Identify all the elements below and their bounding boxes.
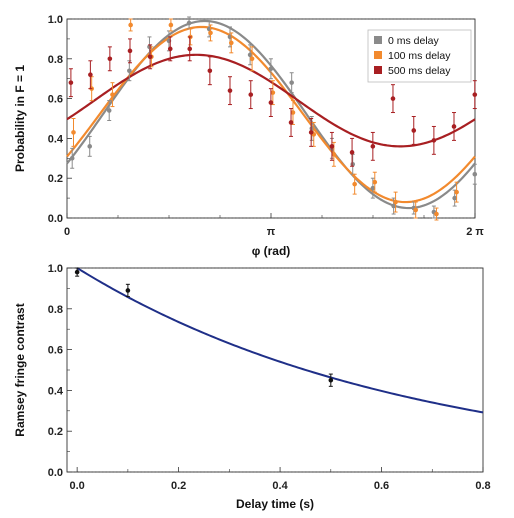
- legend-box: [367, 29, 472, 83]
- data-point-series-2: [147, 54, 153, 60]
- y-tick-label: 0.6: [48, 345, 63, 357]
- data-point-series-0: [289, 80, 294, 85]
- data-point-series-2: [370, 144, 376, 149]
- y-axis-label: Probability in F = 1: [13, 65, 27, 172]
- data-point-series-1: [393, 199, 398, 205]
- data-point-series-1: [372, 179, 378, 185]
- bottom-chart: 0.0 0.2 0.4 0.6 0.8 1.0 0.0 0.2 0.4 0.6 0.8 Delay t…: [13, 263, 491, 511]
- data-point-series-0: [127, 68, 132, 74]
- x-tick-label: 0.0: [69, 480, 84, 492]
- fit-curve: [76, 267, 484, 414]
- y-tick-label: 0.0: [48, 467, 63, 479]
- data-point: [74, 269, 80, 275]
- data-point-series-2: [248, 92, 254, 97]
- data-point-series-2: [227, 88, 233, 93]
- legend-swatch: [374, 36, 382, 44]
- data-point: [328, 377, 334, 383]
- data-point-series-1: [270, 90, 276, 95]
- x-tick-label: 2 π: [466, 226, 484, 238]
- data-point-series-1: [168, 22, 174, 28]
- data-point-series-0: [268, 66, 274, 72]
- data-point-series-1: [249, 56, 255, 62]
- x-tick-label: 0: [64, 226, 70, 238]
- x-tick-label: π: [267, 226, 276, 238]
- x-axis-label: Delay time (s): [236, 497, 314, 511]
- data-point-series-1: [331, 152, 337, 157]
- data-point-series-2: [329, 144, 335, 149]
- data-point-series-2: [288, 120, 294, 125]
- fit-curve-series-2: [66, 53, 476, 148]
- data-point-series-2: [411, 128, 417, 133]
- legend-label: 100 ms delay: [388, 50, 451, 62]
- y-tick-label: 0.2: [48, 426, 63, 438]
- data-point-series-0: [106, 108, 112, 113]
- data-point-series-1: [208, 30, 213, 36]
- y-tick-label: 0.2: [48, 173, 63, 185]
- x-tick-label: 0.8: [475, 480, 490, 492]
- data-point-series-0: [309, 126, 315, 131]
- data-point-series-0: [186, 20, 192, 26]
- data-point-series-1: [413, 207, 419, 213]
- data-point-series-2: [187, 46, 193, 52]
- top-chart: 0.0 0.2 0.4 0.6 0.8 1.0 0 π 2 π φ (rad) Probabilit…: [13, 14, 484, 258]
- data-point-series-2: [472, 92, 478, 97]
- data-point-series-0: [87, 144, 93, 149]
- data-point-series-2: [107, 56, 113, 62]
- legend-label: 0 ms delay: [388, 35, 440, 47]
- data-point-series-2: [167, 46, 173, 52]
- data-point-series-0: [391, 203, 396, 209]
- data-point-series-0: [452, 195, 457, 201]
- data-point-series-2: [451, 124, 457, 129]
- data-point-series-2: [68, 80, 74, 85]
- y-tick-label: 0.4: [48, 385, 64, 397]
- y-tick-label: 0.0: [48, 213, 63, 225]
- y-tick-label: 1.0: [48, 14, 63, 26]
- data-point-series-0: [350, 161, 356, 167]
- data-point-series-2: [308, 130, 314, 135]
- legend-swatch: [374, 66, 382, 74]
- y-tick-label: 0.8: [48, 54, 63, 66]
- data-point-series-1: [454, 189, 459, 195]
- data-point-series-1: [128, 22, 133, 28]
- data-point-series-1: [290, 110, 296, 115]
- data-point-series-1: [228, 40, 234, 46]
- x-axis-label: φ (rad): [252, 244, 291, 258]
- legend-label: 500 ms delay: [388, 65, 451, 77]
- y-axis-label: Ramsey fringe contrast: [13, 303, 27, 436]
- legend-swatch: [374, 51, 382, 59]
- x-tick-label: 0.2: [171, 480, 186, 492]
- data-point-series-1: [71, 130, 76, 135]
- data-point-series-0: [472, 171, 478, 177]
- x-tick-label: 0.6: [374, 480, 389, 492]
- y-tick-label: 0.8: [48, 304, 63, 316]
- data-point-series-2: [390, 96, 396, 101]
- data-point-series-2: [431, 138, 437, 143]
- data-point-series-2: [88, 72, 93, 78]
- legend: 0 ms delay 100 ms delay 500 ms delay: [367, 29, 472, 83]
- data-point-series-2: [127, 48, 133, 54]
- y-tick-label: 0.4: [48, 133, 64, 145]
- data-point: [125, 288, 131, 293]
- y-tick-label: 0.6: [48, 94, 63, 106]
- y-tick-label: 1.0: [48, 263, 63, 275]
- x-tick-label: 0.4: [272, 480, 288, 492]
- data-point-series-0: [247, 52, 253, 58]
- data-point-series-1: [110, 92, 115, 97]
- data-point-series-1: [352, 181, 357, 187]
- data-point-series-2: [349, 150, 355, 155]
- data-point-series-0: [370, 185, 376, 191]
- data-point-series-2: [207, 68, 213, 74]
- data-point-series-2: [268, 100, 274, 105]
- data-point-series-1: [434, 211, 439, 217]
- data-point-series-0: [69, 156, 75, 161]
